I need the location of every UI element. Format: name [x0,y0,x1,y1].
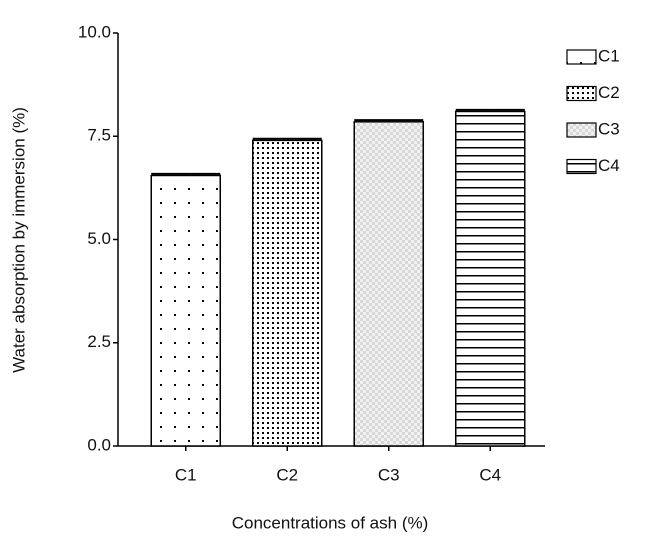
legend-label: C1 [598,46,620,65]
bar [150,174,222,447]
bar [454,110,526,447]
y-tick-label: 5.0 [87,229,111,248]
y-tick-label: 10.0 [78,22,111,41]
legend-swatch [566,85,597,102]
y-tick-label: 2.5 [87,332,111,351]
legend-label: C2 [598,83,620,102]
x-tick-label: C4 [479,465,501,484]
y-tick-label: 7.5 [87,126,111,145]
legend-label: C4 [598,156,620,175]
y-axis-label: Water absorption by immersion (%) [9,107,28,373]
legend-swatch [566,122,597,138]
x-tick-label: C1 [175,465,197,484]
y-tick-label: 0.0 [87,435,111,454]
legend-swatch [566,49,597,65]
x-axis-label: Concentrations of ash (%) [232,513,429,532]
legend-label: C3 [598,119,620,138]
x-tick-label: C2 [276,465,298,484]
x-tick-label: C3 [378,465,400,484]
bar [353,121,425,447]
legend-swatch [566,158,597,175]
bar [251,139,323,447]
